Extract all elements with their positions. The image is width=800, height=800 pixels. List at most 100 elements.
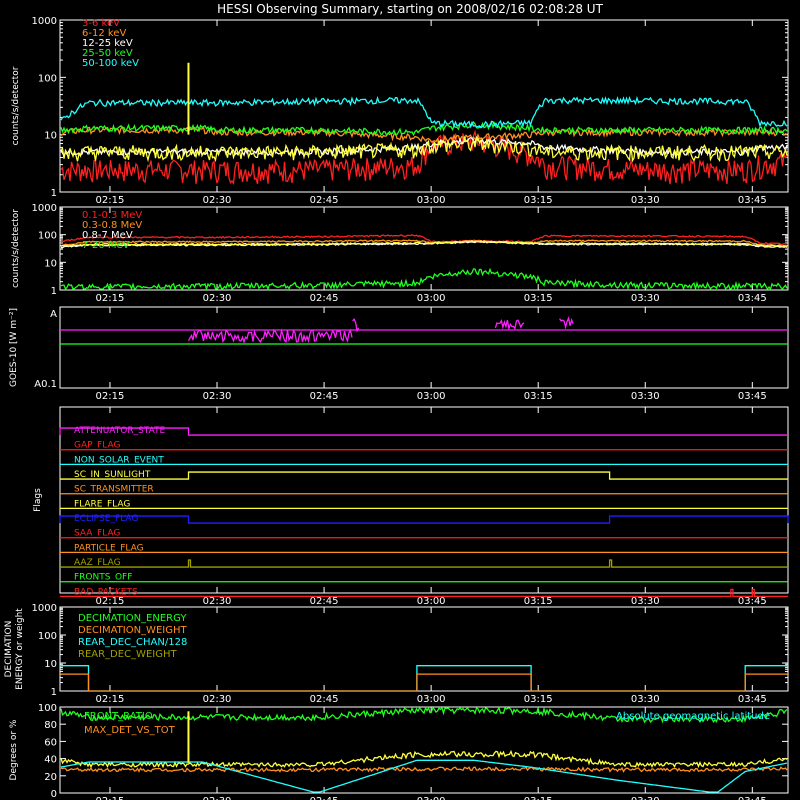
panel2-xtick-label: 03:00	[417, 293, 446, 304]
panel2-xtick-label: 02:15	[96, 293, 125, 304]
panel4-flag-label-2: NON_SOLAR_EVENT	[74, 455, 164, 465]
panel3-xtick-label: 03:30	[631, 391, 660, 402]
panel5-ytick-label: 1000	[32, 603, 57, 614]
panel4-flag-label-1: GAP_FLAG	[74, 441, 120, 451]
panel3-xtick-label: 03:45	[738, 391, 767, 402]
panel6-series-line-3	[60, 759, 788, 793]
panel1-xtick-label: 03:30	[631, 195, 660, 206]
panel1-xtick-label: 03:00	[417, 195, 446, 206]
panel1-ytick-label: 10	[44, 131, 57, 142]
panel3-goes-noise	[352, 318, 360, 333]
panel2-series-line-1	[60, 239, 788, 247]
panel3-ytick-label: A	[50, 309, 57, 320]
panel2-frame	[59, 206, 789, 291]
panel2-ylabel: counts/s/detector	[11, 209, 21, 288]
panel1-series-line-4	[60, 95, 788, 129]
panel3-ylabel: GOES-10 [W m⁻²]	[9, 308, 19, 387]
panel2-ytick-label: 1	[51, 286, 57, 297]
panel1-frame	[59, 19, 789, 193]
panel2-panel: 02:15 02:30 02:45 03:00 03:15 03:30 03:45 1 10 10…	[11, 203, 789, 304]
panel5-xtick-label: 03:15	[524, 694, 553, 705]
panel6-annotation: Absolute geomagnetic latitude	[616, 711, 770, 722]
panel2-legend-1: 0.3-0.8 MeV	[82, 220, 142, 231]
panel6-legend-1: MAX_DET_VS_TOT	[84, 725, 176, 736]
panel3-goes-noise	[559, 316, 574, 330]
panel5-legend-1: DECIMATION_WEIGHT	[78, 625, 187, 636]
panel2-xtick-label: 02:45	[310, 293, 339, 304]
panel6-panel: 02:15 02:30 02:45 03:00 03:15 03:30 03:45 Degre…	[9, 703, 789, 800]
panel1-legend-3: 25-50 keV	[82, 48, 133, 59]
panel1-series-line-0	[60, 129, 788, 186]
panel6-ytick-label: 80	[44, 720, 57, 731]
panel1-ytick-label: 100	[38, 73, 57, 84]
panel5-ylabel: ENERGY or weight	[15, 608, 25, 690]
panel4-xtick-label: 02:45	[310, 596, 339, 607]
panel4-panel: 02:15 02:30 02:45 03:00 03:15 03:30 03:45 Flags…	[33, 406, 789, 607]
panel6-xtick-label: 02:45	[310, 796, 339, 800]
panel3-xtick-label: 02:15	[96, 391, 125, 402]
panel2-legend-2: 0.8-7 MeV	[82, 230, 133, 241]
panel4-xtick-label: 03:00	[417, 596, 446, 607]
panel1-panel: 02:15 02:30 02:45 03:00 03:15 03:30 03:45 1 10 10…	[11, 16, 789, 206]
panel3-xtick-label: 03:00	[417, 391, 446, 402]
panel6-xtick-label: 03:30	[631, 796, 660, 800]
panel6-legend-0: FRONT_RATIO	[84, 711, 153, 722]
panel1-ylabel: counts/s/detector	[11, 66, 21, 145]
panel4-flag-line-0	[59, 427, 788, 436]
panel5-xtick-label: 03:00	[417, 694, 446, 705]
panel5-panel: 02:15 02:30 02:45 03:00 03:15 03:30 03:45 1 10 10…	[4, 603, 789, 705]
panel3-xtick-label: 02:30	[203, 391, 232, 402]
panel5-xtick-label: 02:30	[203, 694, 232, 705]
panel1-ytick-label: 1	[51, 188, 57, 199]
panel4-flag-label-8: PARTICLE_FLAG	[74, 543, 144, 553]
panel1-legend-4: 50-100 keV	[82, 58, 139, 69]
panel1-ytick-label: 1000	[32, 16, 57, 27]
panel4-flag-line-9	[60, 559, 788, 568]
panel1-series-line-5	[60, 135, 788, 163]
panel5-ylabel: DECIMATION	[4, 621, 14, 678]
panel6-ytick-label: 20	[44, 772, 57, 783]
panel4-flag-label-9: AAZ_FLAG	[74, 558, 121, 568]
panel4-flag-label-5: FLARE_FLAG	[74, 499, 130, 509]
panel6-xtick-label: 03:15	[524, 796, 553, 800]
panel4-flag-label-7: SAA_FLAG	[74, 529, 120, 539]
panel4-xtick-label: 03:30	[631, 596, 660, 607]
panel5-xtick-label: 02:15	[96, 694, 125, 705]
panel1-legend-0: 3-6 keV	[82, 18, 120, 29]
panel4-xtick-label: 02:15	[96, 596, 125, 607]
panel2-legend-0: 0.1-0.3 MeV	[82, 210, 142, 221]
panel1-xtick-label: 02:15	[96, 195, 125, 206]
panel6-ytick-label: 100	[38, 703, 57, 714]
panel4-flag-label-4: SC_TRANSMITTER	[74, 485, 154, 495]
panel2-ytick-label: 100	[38, 231, 57, 242]
panel1-legend-1: 6-12 keV	[82, 28, 126, 39]
panel3-goes-noise	[494, 318, 525, 332]
panel2-xtick-label: 02:30	[203, 293, 232, 304]
panel4-flag-line-6	[59, 515, 789, 524]
panel6-series-line-1	[60, 766, 788, 773]
panel5-legend-3: REAR_DEC_WEIGHT	[78, 649, 177, 660]
panel6-ytick-label: 0	[51, 789, 57, 800]
panel2-series-line-0	[60, 234, 788, 246]
panel3-panel: 02:15 02:30 02:45 03:00 03:15 03:30 03:45 GOES-…	[9, 306, 789, 402]
panel4-flag-label-3: SC_IN_SUNLIGHT	[74, 470, 151, 480]
panel5-legend-0: DECIMATION_ENERGY	[78, 613, 187, 624]
panel2-series-line-3	[60, 267, 788, 292]
panel5-frame	[59, 606, 789, 692]
panel4-xtick-label: 03:45	[738, 596, 767, 607]
panel4-flag-label-0: ATTENUATOR_STATE	[74, 426, 166, 436]
panel6-ytick-label: 60	[44, 737, 57, 748]
panel6-ytick-label: 40	[44, 755, 57, 766]
panel6-xtick-label: 03:00	[417, 796, 446, 800]
panel4-flag-line-11	[60, 588, 788, 598]
panel3-xtick-label: 02:45	[310, 391, 339, 402]
panel5-xtick-label: 03:30	[631, 694, 660, 705]
panel4-frame	[59, 406, 789, 594]
panel4-xtick-label: 03:15	[524, 596, 553, 607]
panel2-xtick-label: 03:45	[738, 293, 767, 304]
panel4-flag-line-3	[60, 471, 788, 480]
panel4-flag-label-11: BAD_PACKETS	[74, 587, 138, 597]
panel6-frame	[59, 706, 789, 794]
panel1-series-line-3	[60, 120, 788, 137]
